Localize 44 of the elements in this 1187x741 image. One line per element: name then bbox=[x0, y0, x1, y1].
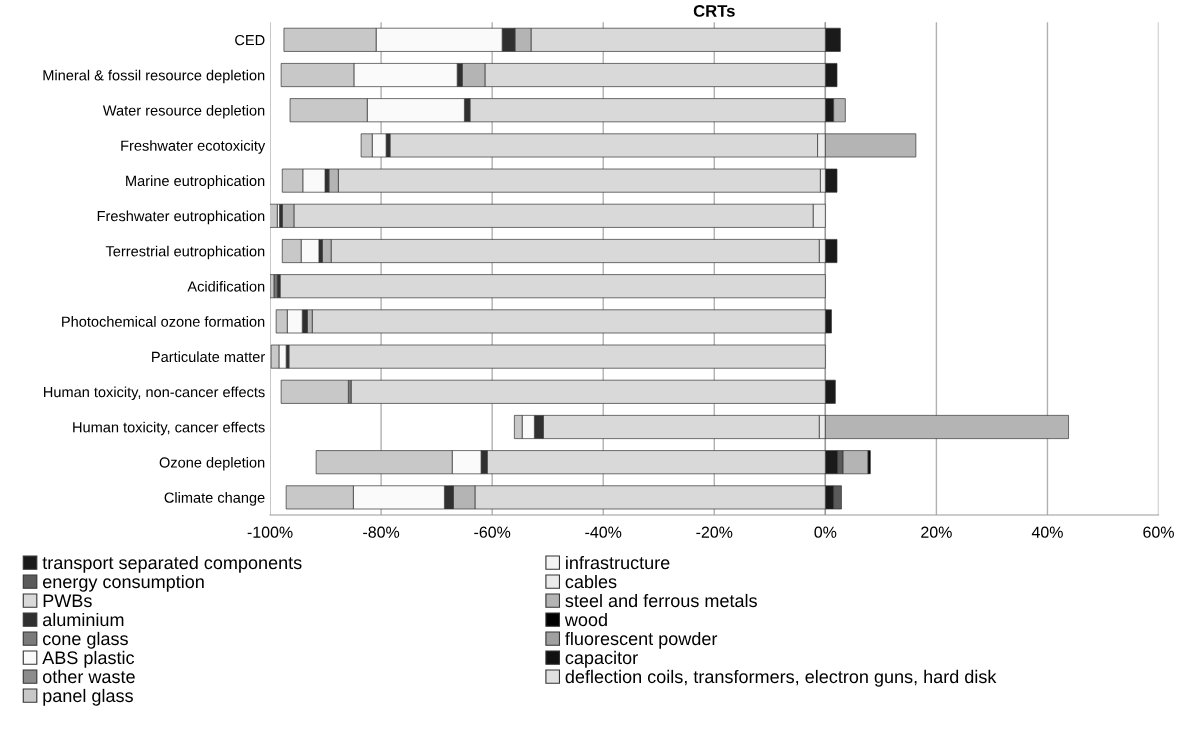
x-tick-label: 40% bbox=[1031, 526, 1063, 538]
legend-label: panel glass bbox=[43, 688, 133, 706]
x-tick-label: 0% bbox=[814, 526, 837, 538]
legend-label: aluminium bbox=[43, 612, 124, 627]
y-tick-label: Particulate matter bbox=[152, 351, 265, 363]
y-tick-label: Acidification bbox=[187, 280, 265, 292]
legend-label: fluorescent powder bbox=[565, 631, 718, 649]
legend-label: deflection coils, transformers, electron guns, hard disk bbox=[565, 669, 997, 687]
y-tick-label: Freshwater eutrophication bbox=[97, 210, 265, 225]
legend-label: ABS plastic bbox=[42, 650, 135, 668]
legend-label: energy consumption bbox=[43, 574, 204, 592]
x-tick-label: 20% bbox=[921, 526, 952, 538]
x-tick-label: 60% bbox=[1143, 526, 1174, 538]
y-tick-label: Ozone depletion bbox=[159, 456, 265, 471]
x-tick-label: -60% bbox=[474, 526, 511, 538]
bar bbox=[824, 239, 838, 263]
y-tick-label: Freshwater ecotoxicity bbox=[121, 140, 266, 154]
y-tick-label: Human toxicity, non-cancer effects bbox=[44, 386, 265, 401]
legend-label: other waste bbox=[42, 669, 135, 684]
y-tick-label: Climate change bbox=[164, 492, 265, 506]
y-tick-label: Photochemical ozone formation bbox=[62, 316, 265, 327]
x-tick-label: -80% bbox=[363, 526, 400, 538]
legend-label: cables bbox=[565, 574, 617, 589]
legend-label: PWBs bbox=[43, 594, 92, 608]
x-tick-label: -20% bbox=[696, 526, 733, 538]
y-tick-label: Mineral & fossil resource depletion bbox=[43, 69, 265, 84]
y-tick-label: CED bbox=[235, 34, 265, 46]
bar bbox=[279, 274, 826, 299]
x-tick-label: -100% bbox=[247, 526, 293, 538]
y-tick-label: Marine eutrophication bbox=[126, 175, 265, 189]
legend-label: infrastructure bbox=[566, 555, 670, 570]
bar bbox=[280, 379, 349, 404]
bar bbox=[824, 168, 838, 193]
y-tick-label: Water resource depletion bbox=[102, 104, 265, 119]
y-tick-label: Human toxicity, cancer effects bbox=[73, 421, 265, 436]
legend-label: transport separated components bbox=[42, 555, 302, 573]
legend-label: steel and ferrous metals bbox=[565, 593, 757, 608]
legend-label: capacitor bbox=[565, 650, 638, 668]
chart-title: CRTs bbox=[693, 5, 735, 17]
legend-label: wood bbox=[564, 612, 607, 627]
bar bbox=[288, 344, 826, 369]
y-tick-label: Terrestrial eutrophication bbox=[105, 245, 265, 260]
legend-label: cone glass bbox=[43, 631, 128, 649]
x-tick-label: -40% bbox=[585, 526, 622, 538]
